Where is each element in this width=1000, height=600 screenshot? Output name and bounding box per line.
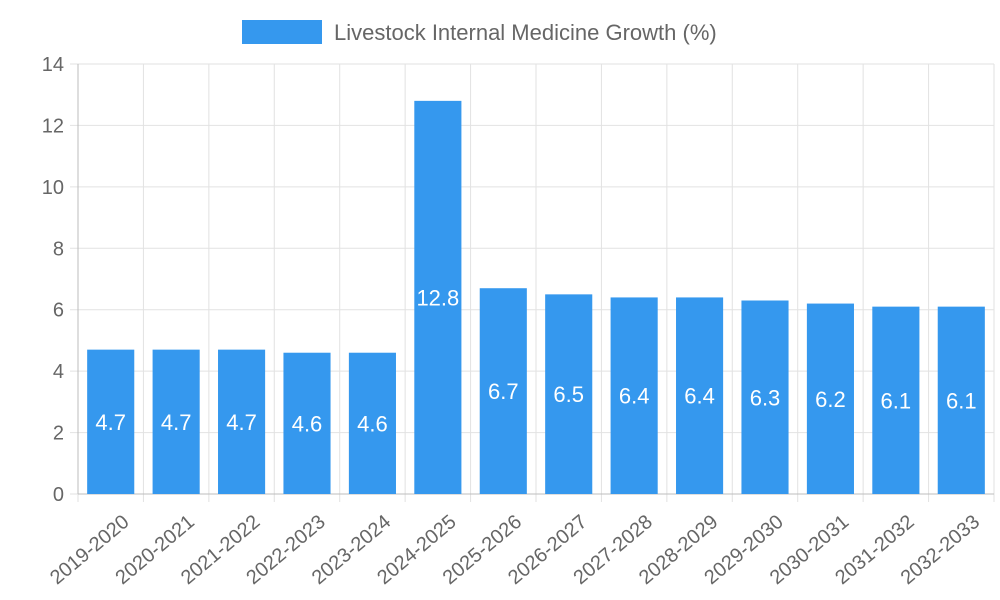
y-tick-label: 6	[53, 300, 64, 322]
data-label-2026-2027: 6.5	[553, 382, 584, 407]
bar-2030-2031[interactable]	[806, 303, 854, 494]
data-label-2028-2029: 6.4	[684, 384, 715, 409]
data-label-2031-2032: 6.1	[881, 388, 912, 413]
data-label-2030-2031: 6.2	[815, 387, 846, 412]
data-label-2024-2025: 12.8	[416, 285, 459, 310]
data-label-2027-2028: 6.4	[619, 384, 650, 409]
data-label-2025-2026: 6.7	[488, 379, 519, 404]
gridlines	[70, 63, 995, 502]
y-tick-label: 8	[53, 238, 64, 260]
bar-2019-2020[interactable]	[87, 349, 135, 494]
data-label-2029-2030: 6.3	[750, 385, 781, 410]
data-labels: 4.7 4.7 4.7 4.6 4.6 12.8 6.7 6.5 6.4 6.4 6.3 6.2 6.1…	[95, 285, 976, 436]
y-tick-label: 0	[53, 484, 64, 506]
data-label-2019-2020: 4.7	[95, 410, 126, 435]
y-tick-label: 2	[53, 423, 64, 445]
bar-2031-2032[interactable]	[872, 306, 920, 494]
bars	[87, 100, 985, 495]
y-tick-label: 4	[53, 361, 64, 383]
bar-2032-2033[interactable]	[937, 306, 985, 494]
legend-swatch[interactable]	[242, 20, 322, 44]
bar-2020-2021[interactable]	[152, 349, 200, 494]
y-tick-label: 14	[42, 54, 64, 76]
data-label-2021-2022: 4.7	[226, 410, 257, 435]
data-label-2022-2023: 4.6	[292, 411, 323, 436]
bar-2029-2030[interactable]	[741, 300, 789, 495]
bar-2024-2025[interactable]	[414, 100, 462, 494]
bar-2026-2027[interactable]	[545, 294, 593, 494]
y-tick-label: 12	[42, 115, 64, 137]
bar-2028-2029[interactable]	[676, 297, 724, 494]
data-label-2023-2024: 4.6	[357, 411, 388, 436]
data-label-2020-2021: 4.7	[161, 410, 192, 435]
y-tick-label: 10	[42, 177, 64, 199]
bar-2027-2028[interactable]	[610, 297, 658, 494]
legend[interactable]: Livestock Internal Medicine Growth (%)	[242, 20, 717, 45]
bar-2025-2026[interactable]	[479, 288, 527, 494]
data-label-2032-2033: 6.1	[946, 388, 977, 413]
bar-2023-2024[interactable]	[348, 352, 396, 494]
bar-2021-2022[interactable]	[218, 349, 266, 494]
legend-label[interactable]: Livestock Internal Medicine Growth (%)	[334, 20, 717, 45]
bar-2022-2023[interactable]	[283, 352, 331, 494]
